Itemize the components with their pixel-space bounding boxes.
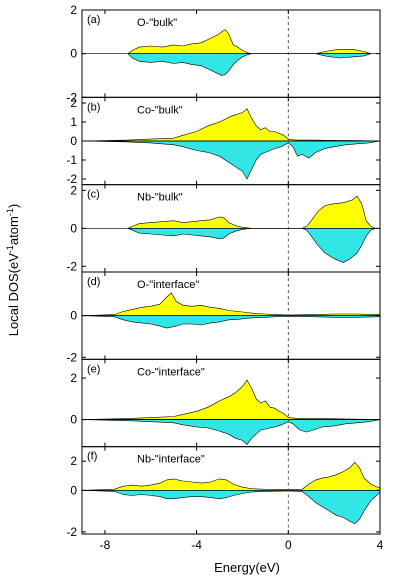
panel-plot-area: [82, 446, 380, 534]
y-tick-label: -2: [66, 259, 77, 273]
panel-1: 2 0 -2 (a) O-"bulk": [66, 3, 381, 104]
y-tick-label: -1: [66, 153, 77, 167]
y-tick-label: 1: [70, 115, 77, 129]
y-tick-label: 2: [70, 183, 77, 197]
spin-up-dos-area: [127, 195, 376, 229]
y-tick-label: -2: [66, 90, 77, 104]
panel-4: 0 -2 (d) O-"interface": [66, 271, 381, 364]
spin-down-dos-area: [82, 315, 380, 329]
y-axis-title-close: ): [6, 204, 21, 208]
panel-tag: (d): [87, 276, 100, 288]
y-tick-label: -2: [66, 172, 77, 186]
panel-plot-area: [82, 272, 380, 360]
panel-plot-area: [82, 97, 380, 185]
panel-5: 2 0 2 (e) Co-"interface": [70, 358, 381, 468]
panel-plot-area: [82, 359, 380, 447]
y-axis-title-main: Local DOS(eV: [6, 253, 21, 336]
panel-plot-area: [82, 184, 380, 272]
panel-6: 0 -2 -8 -4 0 4 (f) Nb-"interface": [66, 446, 384, 552]
y-tick-label: -2: [66, 350, 77, 364]
panel-tag: (b): [87, 101, 100, 113]
y-tick-label: 0: [70, 221, 77, 235]
panel-plot-area: [82, 10, 380, 98]
spin-up-dos-area: [82, 108, 380, 142]
x-tick-label: -8: [100, 538, 111, 552]
panel-title: Nb-"interface": [137, 454, 205, 466]
y-tick-label: 0: [70, 413, 77, 427]
panel-tag: (e): [87, 363, 100, 375]
x-tick-label: 0: [285, 538, 292, 552]
panel-title: Co-"bulk": [137, 104, 183, 116]
y-axis-title-sup2: -1: [5, 208, 15, 216]
panel-3: 2 0 -2 (c) Nb-"bulk": [66, 183, 381, 273]
panel-tag: (c): [87, 189, 100, 201]
y-tick-label: 0: [70, 483, 77, 497]
panel-title: O-"bulk": [137, 17, 177, 29]
y-tick-label: 0: [70, 309, 77, 323]
panels-group: 2 0 -2 (a) O-"bulk" 2 1 0 -1 -2 (b) Co-"bulk" 2 0 -2 (c…: [66, 3, 383, 552]
panel-2: 2 1 0 -1 -2 (b) Co-"bulk": [66, 96, 381, 186]
x-axis-title: Energy(eV): [214, 560, 280, 575]
spin-down-dos-area: [82, 140, 380, 180]
y-axis-title: Local DOS(eV-1atom-1): [5, 204, 21, 336]
spin-up-dos-area: [82, 292, 380, 316]
y-axis-title-mid: atom: [6, 216, 21, 245]
spin-up-dos-area: [82, 461, 380, 491]
y-tick-label: 0: [70, 47, 77, 61]
y-tick-label: 2: [70, 454, 77, 468]
panel-title: Co-"interface": [137, 366, 205, 378]
spin-down-dos-area: [127, 53, 371, 76]
y-tick-label: 0: [70, 134, 77, 148]
spin-up-dos-area: [126, 29, 371, 54]
spin-down-dos-area: [82, 419, 380, 446]
y-axis-title-sup1: -1: [5, 245, 15, 253]
spin-up-dos-area: [82, 379, 380, 420]
x-tick-label: -4: [191, 538, 202, 552]
spin-down-dos-area: [82, 490, 380, 524]
panel-title: O-"interface": [137, 279, 199, 291]
y-tick-label: 2: [70, 96, 77, 110]
panel-title: Nb-"bulk": [137, 192, 183, 204]
panel-tag: (f): [87, 451, 97, 463]
panel-tag: (a): [87, 14, 100, 26]
y-tick-label: 2: [70, 3, 77, 17]
y-tick-label: -2: [66, 525, 77, 539]
y-tick-label: 2: [70, 371, 77, 385]
spin-down-dos-area: [127, 228, 376, 263]
x-tick-label: 4: [377, 538, 384, 552]
